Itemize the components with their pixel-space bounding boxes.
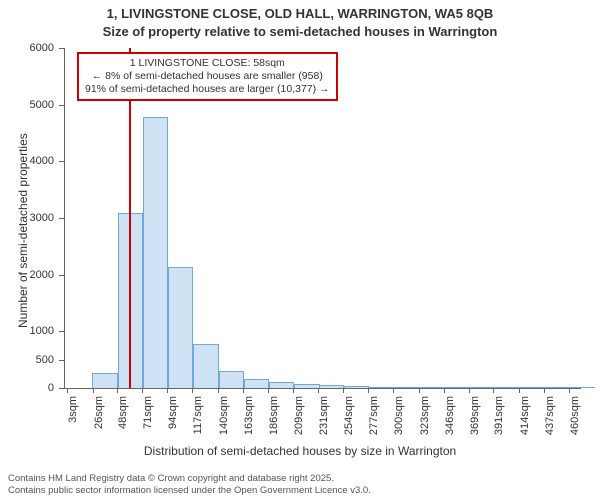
x-tick-label: 460sqm	[569, 396, 581, 446]
y-tick-mark	[59, 360, 64, 361]
x-tick-mark	[167, 388, 168, 393]
x-tick-label: 277sqm	[368, 396, 380, 446]
x-tick-label: 254sqm	[343, 396, 355, 446]
chart-title-line1: 1, LIVINGSTONE CLOSE, OLD HALL, WARRINGT…	[0, 6, 600, 21]
x-tick-label: 94sqm	[167, 396, 179, 446]
y-tick-label: 3000	[0, 212, 54, 224]
x-tick-label: 369sqm	[469, 396, 481, 446]
x-tick-mark	[419, 388, 420, 393]
x-tick-label: 140sqm	[218, 396, 230, 446]
annotation-line3: 91% of semi-detached houses are larger (…	[85, 83, 330, 96]
histogram-bar	[494, 387, 519, 388]
chart-root: 1, LIVINGSTONE CLOSE, OLD HALL, WARRINGT…	[0, 0, 600, 500]
x-tick-mark	[569, 388, 570, 393]
x-tick-label: 3sqm	[67, 396, 79, 446]
histogram-bar	[244, 379, 269, 388]
y-tick-mark	[59, 161, 64, 162]
x-tick-label: 26sqm	[93, 396, 105, 446]
histogram-bar	[470, 387, 495, 388]
x-tick-mark	[142, 388, 143, 393]
y-tick-label: 2000	[0, 269, 54, 281]
x-tick-label: 346sqm	[444, 396, 456, 446]
y-tick-label: 500	[0, 354, 54, 366]
histogram-bar	[92, 373, 117, 388]
y-tick-mark	[59, 388, 64, 389]
y-tick-mark	[59, 275, 64, 276]
annotation-line2: ← 8% of semi-detached houses are smaller…	[85, 70, 330, 83]
x-tick-label: 209sqm	[293, 396, 305, 446]
x-tick-mark	[469, 388, 470, 393]
x-tick-mark	[368, 388, 369, 393]
x-tick-mark	[268, 388, 269, 393]
x-tick-label: 414sqm	[519, 396, 531, 446]
plot-area: 1 LIVINGSTONE CLOSE: 58sqm ← 8% of semi-…	[64, 48, 581, 389]
x-tick-label: 323sqm	[419, 396, 431, 446]
histogram-bar	[319, 385, 344, 388]
x-tick-label: 231sqm	[318, 396, 330, 446]
histogram-bar	[369, 387, 394, 388]
x-tick-mark	[343, 388, 344, 393]
annotation-line1: 1 LIVINGSTONE CLOSE: 58sqm	[85, 57, 330, 70]
y-tick-mark	[59, 218, 64, 219]
y-tick-mark	[59, 48, 64, 49]
x-tick-mark	[117, 388, 118, 393]
x-tick-mark	[519, 388, 520, 393]
x-tick-mark	[192, 388, 193, 393]
histogram-bar	[445, 387, 470, 388]
histogram-bar	[219, 371, 244, 388]
y-tick-mark	[59, 331, 64, 332]
histogram-bar	[344, 386, 369, 388]
x-tick-label: 437sqm	[544, 396, 556, 446]
x-tick-mark	[218, 388, 219, 393]
footer-line1: Contains HM Land Registry data © Crown c…	[8, 473, 371, 484]
x-tick-mark	[93, 388, 94, 393]
x-tick-mark	[243, 388, 244, 393]
x-tick-mark	[444, 388, 445, 393]
histogram-bar	[545, 387, 570, 388]
histogram-bar	[143, 117, 168, 388]
y-tick-label: 5000	[0, 99, 54, 111]
histogram-bar	[570, 387, 595, 388]
footer-attribution: Contains HM Land Registry data © Crown c…	[8, 473, 371, 496]
x-tick-label: 71sqm	[142, 396, 154, 446]
x-tick-mark	[293, 388, 294, 393]
histogram-bar	[269, 382, 294, 388]
y-tick-label: 4000	[0, 155, 54, 167]
x-tick-label: 163sqm	[243, 396, 255, 446]
histogram-bar	[394, 387, 419, 388]
x-axis-label: Distribution of semi-detached houses by …	[0, 444, 600, 458]
x-tick-label: 117sqm	[192, 396, 204, 446]
y-tick-label: 6000	[0, 42, 54, 54]
histogram-bar	[520, 387, 545, 388]
annotation-box: 1 LIVINGSTONE CLOSE: 58sqm ← 8% of semi-…	[77, 52, 338, 101]
x-tick-label: 391sqm	[493, 396, 505, 446]
x-tick-mark	[544, 388, 545, 393]
x-tick-label: 48sqm	[117, 396, 129, 446]
x-tick-mark	[318, 388, 319, 393]
y-tick-label: 0	[0, 382, 54, 394]
x-tick-mark	[67, 388, 68, 393]
histogram-bar	[168, 267, 193, 388]
x-tick-label: 186sqm	[268, 396, 280, 446]
histogram-bar	[420, 387, 445, 388]
histogram-bar	[294, 384, 319, 388]
y-tick-mark	[59, 105, 64, 106]
x-tick-label: 300sqm	[393, 396, 405, 446]
y-tick-label: 1000	[0, 325, 54, 337]
chart-title-line2: Size of property relative to semi-detach…	[0, 24, 600, 39]
x-tick-mark	[493, 388, 494, 393]
x-tick-mark	[393, 388, 394, 393]
histogram-bar	[193, 344, 218, 388]
footer-line2: Contains public sector information licen…	[8, 485, 371, 496]
